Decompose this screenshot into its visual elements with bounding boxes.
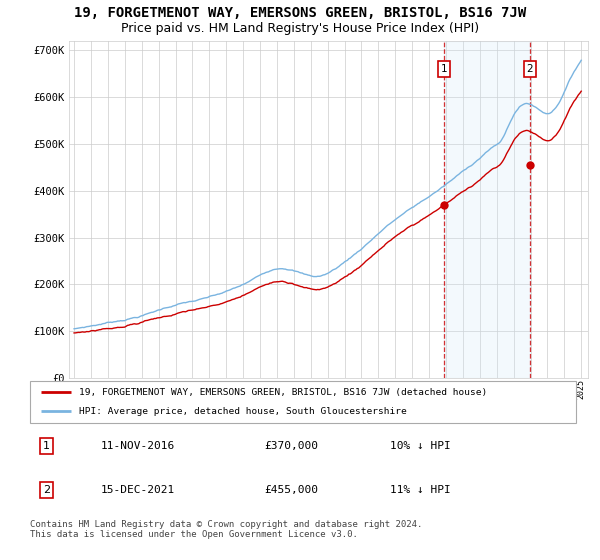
Text: Contains HM Land Registry data © Crown copyright and database right 2024.
This d: Contains HM Land Registry data © Crown c… bbox=[30, 520, 422, 539]
Text: 2: 2 bbox=[43, 486, 50, 495]
Text: 19, FORGETMENOT WAY, EMERSONS GREEN, BRISTOL, BS16 7JW: 19, FORGETMENOT WAY, EMERSONS GREEN, BRI… bbox=[74, 6, 526, 20]
Text: 11-NOV-2016: 11-NOV-2016 bbox=[101, 441, 175, 451]
Text: Price paid vs. HM Land Registry's House Price Index (HPI): Price paid vs. HM Land Registry's House … bbox=[121, 22, 479, 35]
Text: 10% ↓ HPI: 10% ↓ HPI bbox=[391, 441, 451, 451]
Bar bbox=[443, 41, 530, 378]
Text: HPI: Average price, detached house, South Gloucestershire: HPI: Average price, detached house, Sout… bbox=[79, 407, 407, 416]
Text: 19, FORGETMENOT WAY, EMERSONS GREEN, BRISTOL, BS16 7JW (detached house): 19, FORGETMENOT WAY, EMERSONS GREEN, BRI… bbox=[79, 388, 487, 396]
Text: 15-DEC-2021: 15-DEC-2021 bbox=[101, 486, 175, 495]
Text: 11% ↓ HPI: 11% ↓ HPI bbox=[391, 486, 451, 495]
FancyBboxPatch shape bbox=[30, 381, 576, 423]
Text: 2: 2 bbox=[526, 64, 533, 74]
Text: 1: 1 bbox=[440, 64, 447, 74]
Text: £455,000: £455,000 bbox=[265, 486, 319, 495]
Text: £370,000: £370,000 bbox=[265, 441, 319, 451]
Text: 1: 1 bbox=[43, 441, 50, 451]
